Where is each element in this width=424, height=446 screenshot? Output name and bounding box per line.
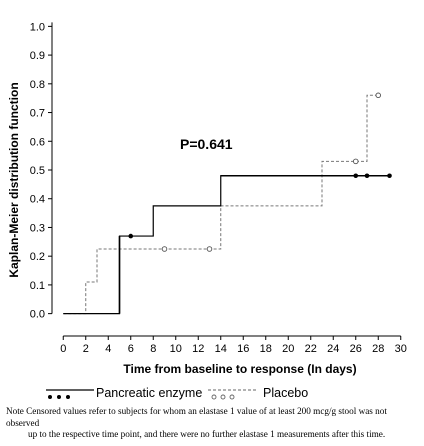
legend-swatch-pancreatic-enzyme bbox=[46, 389, 94, 399]
censor-mark-pancreatic-enzyme bbox=[128, 233, 134, 239]
y-tick-label: 0.5 bbox=[30, 165, 45, 177]
legend-label-pancreatic-enzyme: Pancreatic enzyme bbox=[96, 386, 203, 400]
series-line-pancreatic-enzyme bbox=[63, 175, 390, 315]
y-tick-label: 0.0 bbox=[30, 309, 45, 321]
footnote-line-1: Note Censored values refer to subjects f… bbox=[6, 406, 387, 428]
x-tick-label: 4 bbox=[105, 343, 111, 355]
censor-mark-placebo bbox=[206, 246, 213, 252]
axes: 0.00.10.20.30.40.50.60.70.80.91.00 2 4 6 8 10… bbox=[30, 21, 407, 355]
x-tick-label: 0 bbox=[60, 343, 66, 355]
x-tick-label: 28 bbox=[372, 343, 384, 355]
y-tick-label: 0.6 bbox=[30, 136, 45, 148]
y-tick-label: 0.9 bbox=[30, 50, 45, 62]
x-tick-label: 16 bbox=[237, 343, 249, 355]
x-axis-label: Time from baseline to response (In days) bbox=[123, 362, 356, 376]
x-tick-label: 14 bbox=[215, 343, 227, 355]
p-value-annotation: P=0.641 bbox=[180, 136, 233, 152]
y-tick-label: 0.1 bbox=[30, 280, 45, 292]
x-tick-label: 8 bbox=[150, 343, 156, 355]
y-tick-label: 0.7 bbox=[30, 108, 45, 120]
x-tick-label: 24 bbox=[327, 343, 339, 355]
legend-label-placebo: Placebo bbox=[263, 386, 309, 400]
censor-mark-placebo bbox=[375, 92, 382, 99]
series-line-placebo bbox=[63, 94, 379, 315]
footnote-line-2: up to the respective time point, and the… bbox=[28, 429, 386, 439]
x-tick-label: 20 bbox=[282, 343, 294, 355]
kaplan-meier-chart: 0.00.10.20.30.40.50.60.70.80.91.00 2 4 6 8 10… bbox=[7, 21, 407, 376]
x-tick-label: 18 bbox=[260, 343, 272, 355]
x-tick-label: 2 bbox=[83, 343, 89, 355]
x-tick-label: 26 bbox=[350, 343, 362, 355]
series-layer bbox=[63, 92, 392, 315]
x-tick-label: 22 bbox=[305, 343, 317, 355]
x-tick-label: 6 bbox=[128, 343, 134, 355]
y-tick-label: 0.4 bbox=[30, 194, 45, 206]
x-tick-label: 30 bbox=[395, 343, 407, 355]
censor-mark-placebo bbox=[353, 158, 359, 165]
x-tick-label: 10 bbox=[170, 343, 182, 355]
y-axis-label: Kaplan-Meier distribution function bbox=[7, 82, 21, 277]
footnote: Note Censored values refer to subjects f… bbox=[6, 406, 420, 441]
censor-mark-placebo bbox=[161, 246, 168, 252]
y-tick-label: 0.2 bbox=[30, 251, 45, 263]
legend-swatch-placebo bbox=[208, 389, 256, 400]
x-tick-label: 12 bbox=[192, 343, 204, 355]
y-tick-label: 0.8 bbox=[30, 79, 45, 91]
y-tick-label: 1.0 bbox=[30, 21, 45, 33]
y-tick-label: 0.3 bbox=[30, 222, 45, 234]
legend: Pancreatic enzyme Placebo bbox=[44, 386, 424, 402]
